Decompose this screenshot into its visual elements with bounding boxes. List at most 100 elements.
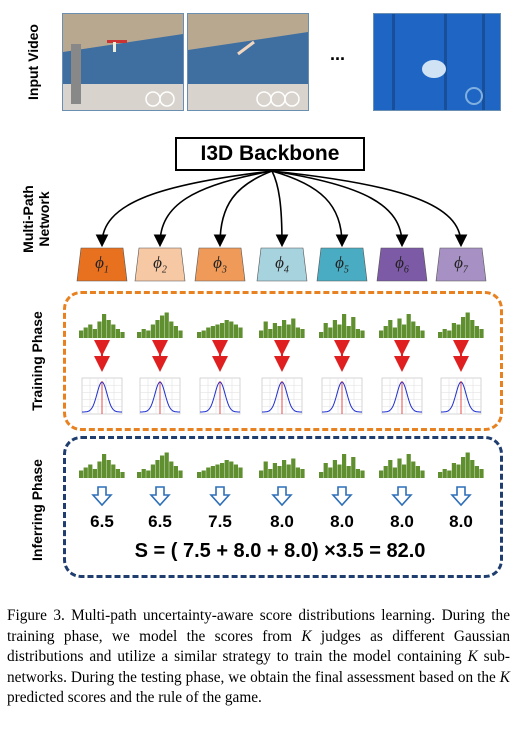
subnet-6-label: ϕ6	[380, 253, 424, 275]
final-score-formula: S = ( 7.5 + 8.0 + 8.0) ×3.5 = 82.0	[134, 540, 426, 562]
train-histogram-3-bar	[233, 324, 238, 338]
infer-histogram-1	[79, 454, 125, 478]
predicted-score-1: 6.5	[90, 512, 114, 531]
infer-histogram-5	[319, 454, 365, 478]
train-histogram-1-bar	[92, 329, 97, 338]
gaussian-plot-1	[81, 377, 123, 415]
infer-histogram-3-bar	[229, 461, 234, 478]
caption-k-3: K	[499, 668, 510, 686]
train-histogram-7-bar	[465, 312, 470, 338]
infer-arrow-6	[391, 486, 413, 507]
infer-histogram-7-bar	[447, 470, 452, 478]
infer-histogram-7-bar	[442, 469, 447, 478]
train-histogram-2-bar	[141, 329, 146, 338]
infer-histogram-6-bar	[406, 454, 411, 478]
infer-histogram-2-bar	[160, 455, 165, 478]
predicted-score-5: 8.0	[330, 512, 354, 531]
infer-histogram-1-bar	[120, 472, 125, 478]
backbone-arrow-5	[271, 170, 349, 248]
video-frame-1	[62, 13, 184, 111]
train-histogram-2-bar	[164, 312, 169, 338]
train-histogram-1-bar	[111, 324, 116, 338]
subnet-subscript: 2	[161, 264, 167, 276]
i3d-backbone-box: I3D Backbone	[175, 137, 365, 171]
subnet-subscript: 4	[283, 264, 289, 276]
predicted-score-3: 7.5	[208, 512, 232, 531]
train-histogram-7-bar	[479, 329, 484, 338]
infer-histogram-6-bar	[415, 466, 420, 478]
train-histogram-6	[379, 314, 425, 338]
infer-histogram-4-bar	[277, 466, 282, 478]
train-histogram-3-bar	[238, 327, 243, 338]
train-histogram-2-bar	[160, 315, 165, 338]
subnet-subscript: 5	[343, 264, 349, 276]
subnet-5-shape	[316, 247, 368, 282]
train-histogram-2-bar	[169, 321, 174, 338]
train-histogram-6-bar	[383, 326, 388, 338]
train-histogram-6-bar	[402, 324, 407, 338]
train-histogram-1-bar	[83, 327, 88, 338]
subnet-symbol: ϕ	[335, 253, 344, 272]
backbone-arrow-6	[271, 170, 409, 248]
infer-histogram-4-bar	[282, 460, 287, 478]
predicted-score-2: 6.5	[148, 512, 172, 531]
infer-histogram-6-bar	[402, 464, 407, 478]
train-histogram-3-bar	[210, 326, 215, 338]
infer-histogram-1-bar	[92, 469, 97, 478]
train-histogram-7-bar	[442, 329, 447, 338]
infer-histogram-4-bar	[300, 469, 305, 478]
ellipsis: ...	[330, 44, 346, 64]
train-histogram-5	[319, 314, 365, 338]
infer-histogram-4-bar	[272, 463, 277, 478]
train-histogram-4-bar	[259, 330, 264, 338]
infer-histogram-5-bar	[360, 470, 365, 478]
train-histogram-3-bar	[224, 320, 229, 338]
subnet-subscript: 1	[103, 264, 109, 276]
infer-histogram-4-bar	[295, 467, 300, 478]
infer-histogram-1-bar	[79, 470, 84, 478]
train-histogram-3-bar	[220, 323, 225, 338]
infer-histogram-2-bar	[137, 472, 142, 478]
diving-frame-image-2	[188, 14, 308, 110]
train-histogram-5-bar	[332, 320, 337, 338]
infer-histogram-1-bar	[102, 454, 107, 478]
subnet-4-label: ϕ4	[260, 253, 304, 275]
infer-histogram-3-bar	[215, 464, 220, 478]
subnet-subscript: 7	[462, 264, 468, 276]
train-histogram-7-bar	[438, 332, 443, 338]
infer-histogram-6-bar	[383, 466, 388, 478]
predicted-score-4: 8.0	[270, 512, 294, 531]
train-histogram-5-bar	[355, 329, 360, 338]
caption-part-2: judges as different Gaussian distributio…	[7, 627, 510, 666]
train-histogram-1-bar	[120, 332, 125, 338]
infer-histogram-4-bar	[263, 461, 268, 478]
train-histogram-7-bar	[447, 330, 452, 338]
infer-histogram-5-bar	[342, 454, 347, 478]
subnet-3-label: ϕ3	[198, 253, 242, 275]
diagram-graphics	[76, 170, 487, 507]
train-histogram-1-bar	[79, 330, 84, 338]
train-histogram-4-bar	[263, 321, 268, 338]
backbone-arrow-7	[271, 170, 468, 248]
infer-histogram-3-bar	[220, 463, 225, 478]
diving-frame-image-last	[374, 14, 500, 110]
train-histogram-6-bar	[392, 327, 397, 338]
predicted-score-6: 8.0	[390, 512, 414, 531]
infer-histogram-4-bar	[286, 464, 291, 478]
train-histogram-5-bar	[328, 327, 333, 338]
infer-histogram-4-bar	[259, 470, 264, 478]
infer-histogram-7-bar	[451, 463, 456, 478]
train-histogram-4	[259, 318, 305, 338]
gaussian-plot-6	[381, 377, 423, 415]
train-histogram-6-bar	[379, 330, 384, 338]
train-histogram-2-bar	[155, 320, 160, 338]
train-histogram-1-bar	[97, 321, 102, 338]
gaussian-plot-2	[139, 377, 181, 415]
video-frame-2	[187, 13, 309, 111]
train-histogram-2-bar	[137, 332, 142, 338]
infer-histogram-7	[438, 452, 484, 478]
subnet-1-shape	[76, 247, 128, 282]
train-histogram-6-bar	[388, 320, 393, 338]
predicted-score-7: 8.0	[449, 512, 473, 531]
gaussian-plot-3	[199, 377, 241, 415]
